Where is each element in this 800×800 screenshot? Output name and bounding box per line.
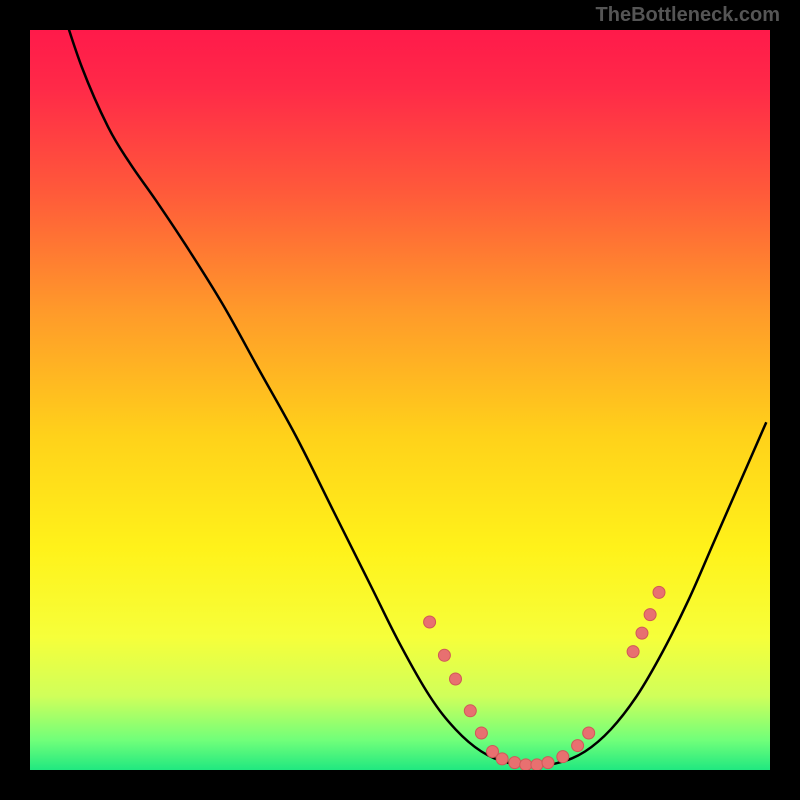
data-point — [644, 609, 656, 621]
data-point — [424, 616, 436, 628]
chart-container — [30, 30, 770, 770]
data-point — [653, 586, 665, 598]
data-point — [450, 673, 462, 685]
data-point — [464, 705, 476, 717]
data-point — [520, 759, 532, 770]
data-point — [531, 759, 543, 770]
data-point — [542, 757, 554, 769]
data-point — [475, 727, 487, 739]
data-point — [583, 727, 595, 739]
bottleneck-chart — [30, 30, 770, 770]
data-point — [496, 753, 508, 765]
data-point — [557, 751, 569, 763]
data-point — [627, 646, 639, 658]
data-point — [572, 740, 584, 752]
data-point — [438, 649, 450, 661]
watermark-text: TheBottleneck.com — [596, 4, 780, 27]
data-point — [509, 757, 521, 769]
data-point — [636, 627, 648, 639]
